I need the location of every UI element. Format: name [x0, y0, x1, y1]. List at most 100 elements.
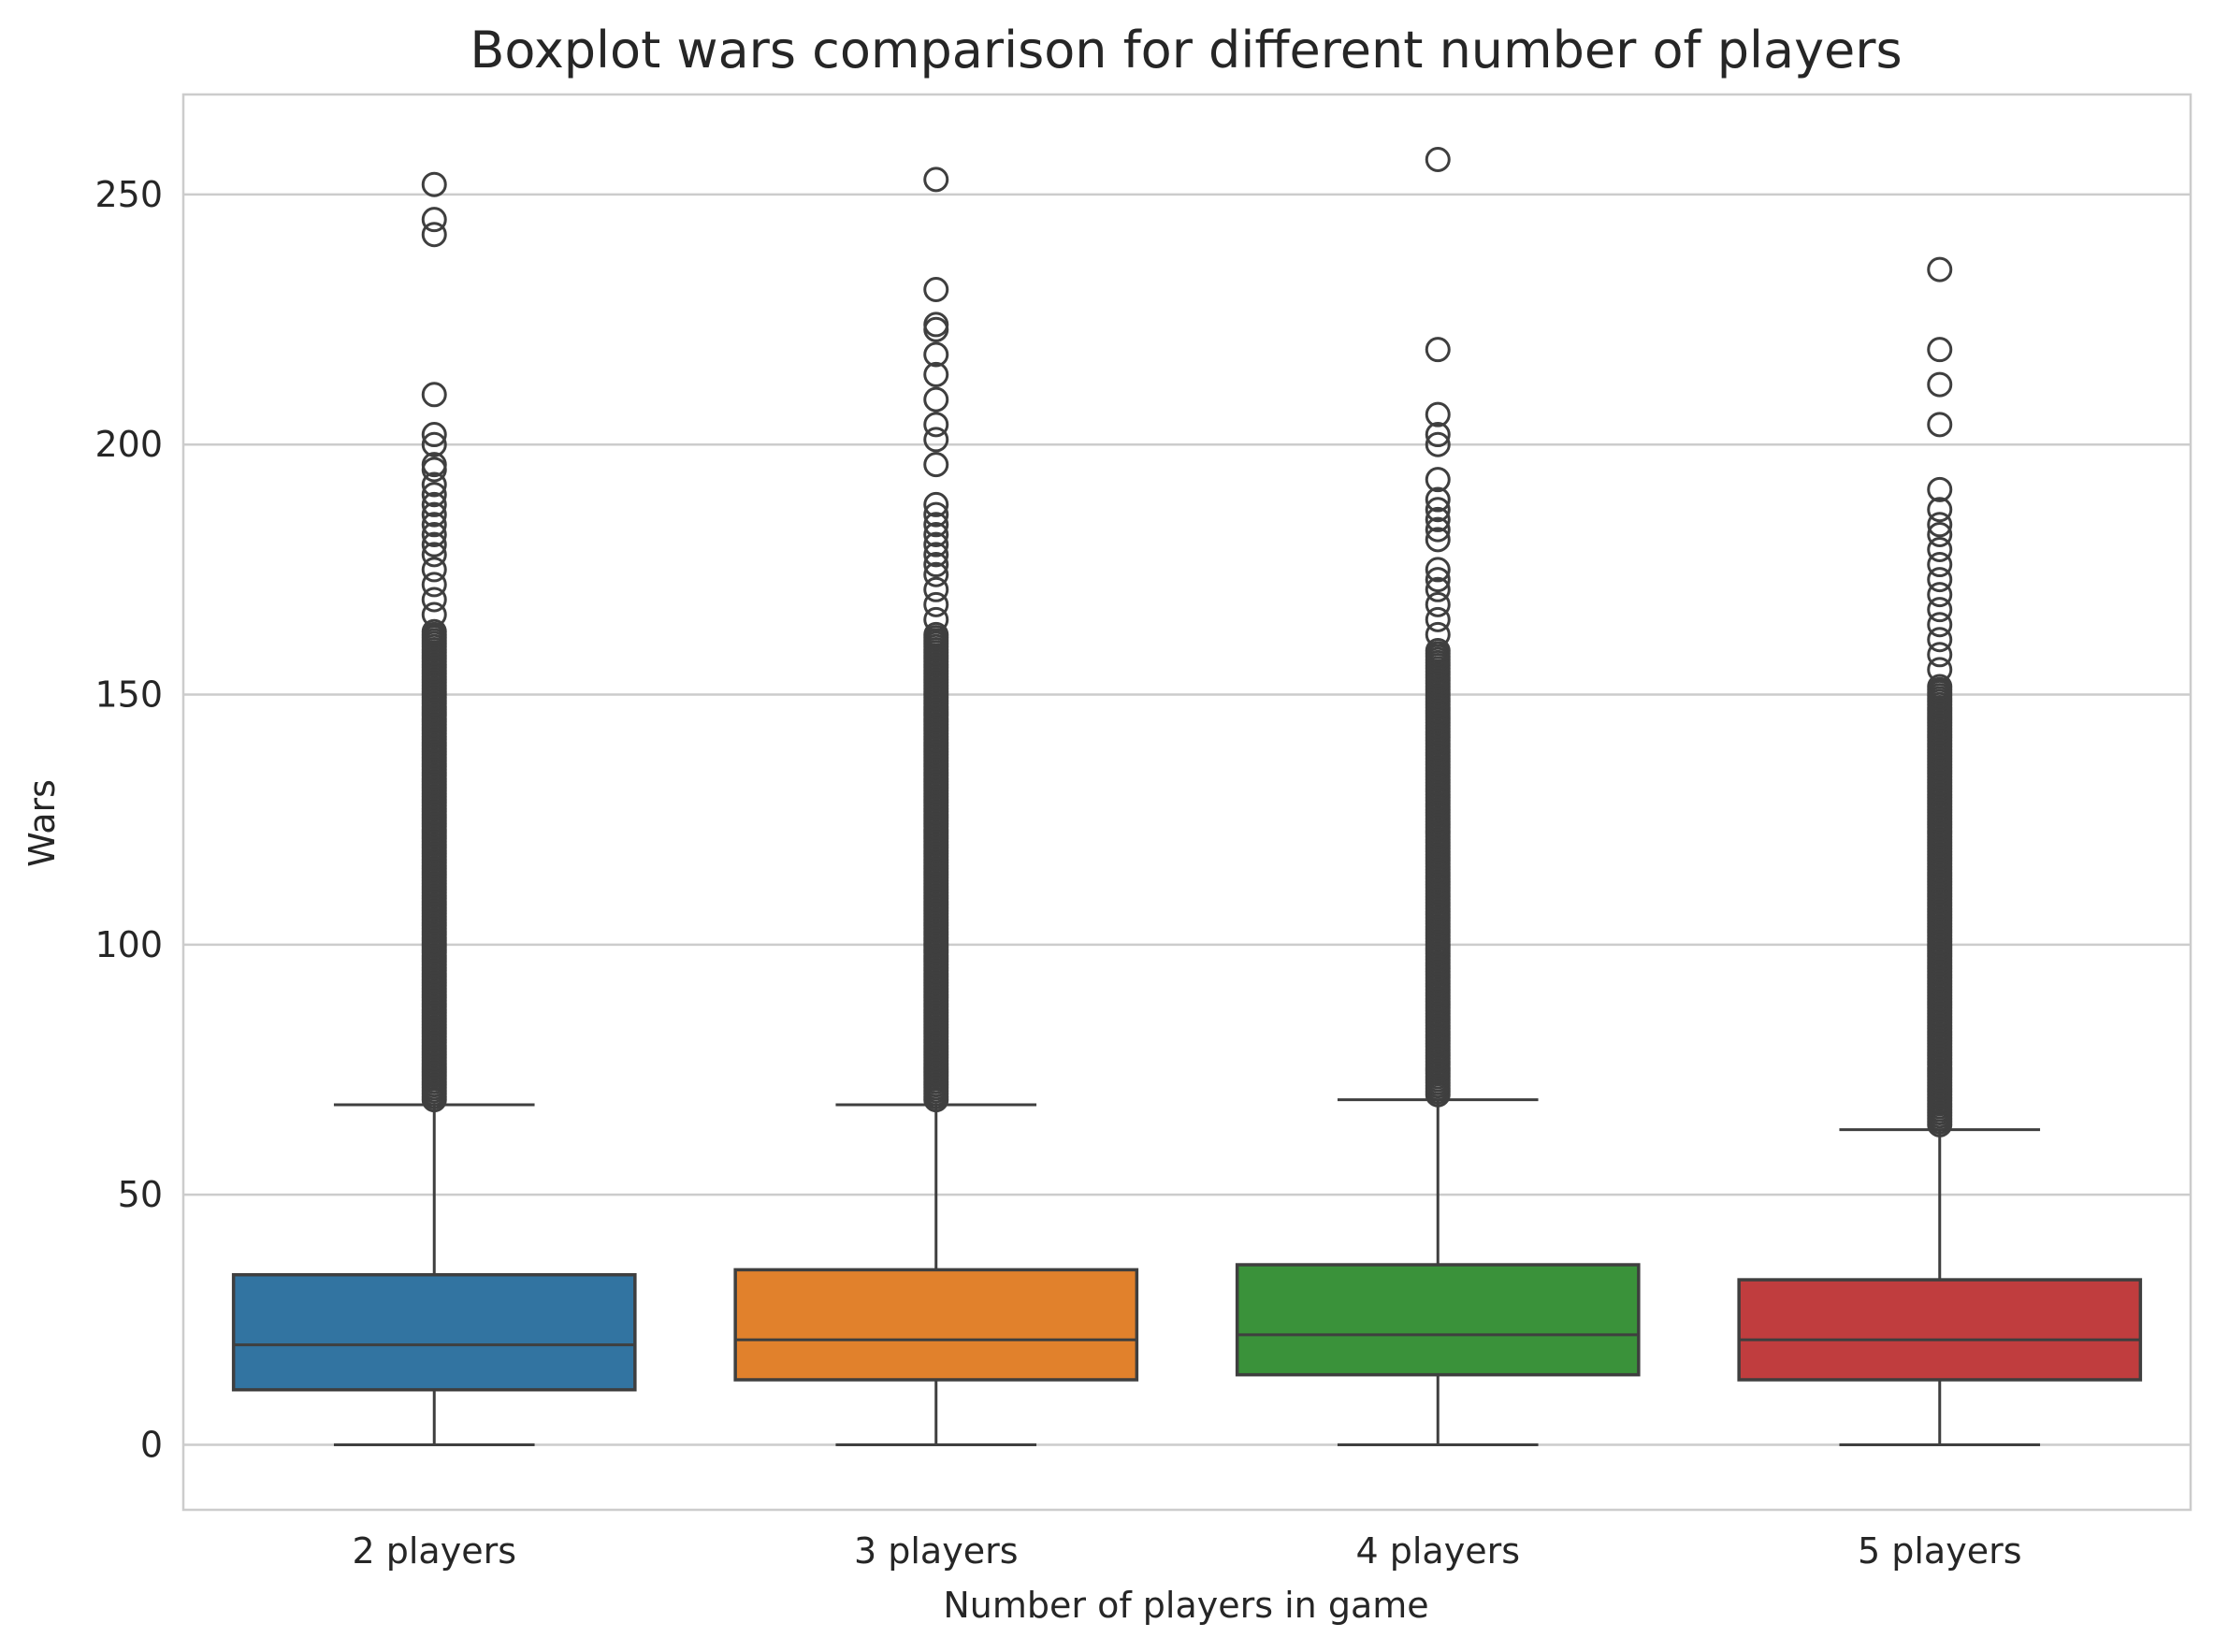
- outlier-point: [1927, 512, 1953, 538]
- outlier-point: [1927, 582, 1953, 608]
- y-tick-label: 100: [94, 924, 163, 965]
- outlier-point: [421, 601, 447, 628]
- outlier-point: [1927, 642, 1953, 668]
- outlier-point: [923, 427, 949, 453]
- outlier-point: [923, 386, 949, 413]
- outlier-point: [421, 382, 447, 408]
- box-group: [1737, 256, 2143, 1446]
- outlier-point: [923, 606, 949, 632]
- outlier-point: [1425, 638, 1451, 664]
- outlier-point: [1425, 567, 1451, 593]
- outlier-point: [1425, 516, 1451, 543]
- outlier-point: [923, 501, 949, 528]
- outlier-point: [421, 171, 447, 197]
- outlier-point: [421, 557, 447, 583]
- outlier-point: [421, 431, 447, 457]
- x-axis-label: Number of players in game: [943, 1585, 1428, 1626]
- outlier-point: [1425, 337, 1451, 363]
- outlier-point: [1425, 497, 1451, 523]
- outlier-point: [1927, 674, 1953, 700]
- outlier-point: [421, 491, 447, 517]
- box-iqr: [231, 1272, 637, 1392]
- outlier-point: [1425, 486, 1451, 513]
- outlier-point: [923, 341, 949, 368]
- y-axis-label: Wars: [22, 779, 63, 867]
- boxes: [231, 147, 2143, 1446]
- outlier-point: [1927, 412, 1953, 438]
- outlier-point: [923, 542, 949, 568]
- x-tick-label: 5 players: [1858, 1530, 2022, 1572]
- outlier-point: [1425, 606, 1451, 632]
- outlier-point: [1927, 537, 1953, 563]
- y-tick-label: 150: [94, 674, 163, 716]
- outlier-point: [923, 412, 949, 438]
- y-tick-label: 200: [94, 424, 163, 465]
- outlier-point: [1927, 476, 1953, 502]
- box-group: [231, 171, 637, 1446]
- outlier-point: [1425, 431, 1451, 457]
- outlier-point: [1425, 591, 1451, 617]
- x-tick-labels: 2 players 3 players 4 players 5 players: [352, 1530, 2021, 1572]
- outlier-point: [1927, 337, 1953, 363]
- box-iqr: [1737, 1278, 2143, 1382]
- outlier-point: [1425, 527, 1451, 553]
- outlier-point: [421, 482, 447, 508]
- outlier-point: [923, 621, 949, 647]
- chart-title: Boxplot wars comparison for different nu…: [470, 21, 1902, 80]
- box-group: [1235, 147, 1641, 1446]
- outlier-point: [1927, 597, 1953, 623]
- outlier-point: [923, 491, 949, 517]
- outlier-point: [421, 456, 447, 483]
- outlier-point: [923, 316, 949, 342]
- y-tick-labels: 0 50 100 150 200 250: [94, 174, 163, 1466]
- outlier-point: [923, 531, 949, 558]
- outlier-point: [1927, 256, 1953, 283]
- outlier-point: [923, 552, 949, 578]
- outlier-point: [1425, 557, 1451, 583]
- outlier-point: [923, 167, 949, 193]
- x-tick-label: 4 players: [1355, 1530, 1520, 1572]
- y-tick-label: 250: [94, 174, 163, 215]
- outlier-point: [923, 576, 949, 602]
- outlier-point: [1425, 401, 1451, 427]
- plot-frame: [181, 93, 2192, 1512]
- outlier-point: [1425, 576, 1451, 602]
- outlier-point: [1927, 612, 1953, 638]
- outlier-point: [421, 422, 447, 448]
- outlier-point: [923, 452, 949, 478]
- outlier-point: [421, 512, 447, 538]
- outlier-point: [923, 312, 949, 338]
- outlier-point: [421, 501, 447, 528]
- x-tick-label: 3 players: [854, 1530, 1019, 1572]
- outlier-point: [923, 521, 949, 547]
- outlier-point: [421, 587, 447, 613]
- outlier-point: [421, 618, 447, 645]
- outlier-point: [923, 277, 949, 303]
- outlier-point: [1425, 422, 1451, 448]
- outlier-point: [421, 531, 447, 558]
- outlier-point: [923, 361, 949, 387]
- gridlines: [183, 193, 2191, 1446]
- outlier-point: [1927, 521, 1953, 547]
- outlier-point: [421, 521, 447, 547]
- outlier-point: [1425, 467, 1451, 493]
- y-tick-label: 0: [140, 1424, 163, 1465]
- outlier-point: [1425, 147, 1451, 173]
- outlier-point: [1425, 621, 1451, 647]
- box-iqr: [733, 1268, 1139, 1382]
- box-iqr: [1235, 1263, 1641, 1377]
- outlier-point: [421, 542, 447, 568]
- outlier-point: [923, 591, 949, 617]
- y-tick-label: 50: [118, 1174, 163, 1215]
- outlier-point: [1425, 506, 1451, 532]
- outlier-point: [421, 572, 447, 598]
- outlier-point: [1927, 371, 1953, 398]
- outlier-point: [421, 471, 447, 498]
- outlier-point: [923, 512, 949, 538]
- x-tick-label: 2 players: [352, 1530, 516, 1572]
- outlier-point: [1927, 627, 1953, 653]
- outlier-point: [1927, 497, 1953, 523]
- outlier-point: [923, 561, 949, 587]
- outlier-point: [421, 222, 447, 248]
